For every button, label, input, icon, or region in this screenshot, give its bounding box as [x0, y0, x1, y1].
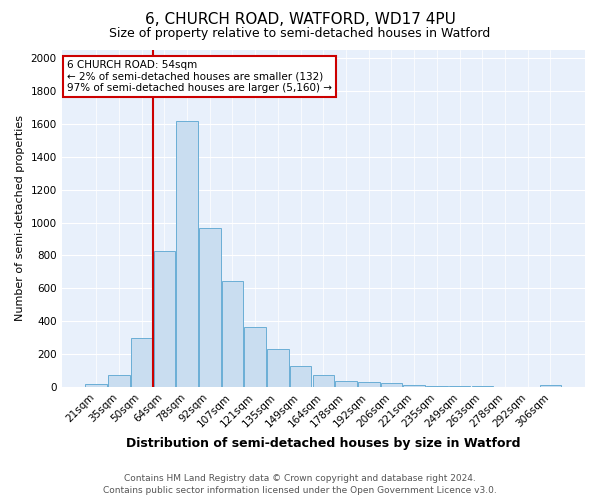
Text: Contains HM Land Registry data © Crown copyright and database right 2024.
Contai: Contains HM Land Registry data © Crown c…: [103, 474, 497, 495]
Bar: [131, 338, 152, 387]
Bar: [244, 327, 266, 387]
Bar: [426, 386, 448, 387]
Bar: [358, 382, 380, 387]
Text: Size of property relative to semi-detached houses in Watford: Size of property relative to semi-detach…: [109, 28, 491, 40]
Bar: [108, 374, 130, 387]
Bar: [222, 281, 243, 387]
Bar: [380, 383, 402, 387]
Bar: [335, 381, 357, 387]
Bar: [313, 374, 334, 387]
Bar: [176, 120, 198, 387]
Bar: [154, 250, 175, 387]
Bar: [199, 228, 221, 387]
Bar: [403, 385, 425, 387]
Text: 6, CHURCH ROAD, WATFORD, WD17 4PU: 6, CHURCH ROAD, WATFORD, WD17 4PU: [145, 12, 455, 28]
Bar: [290, 366, 311, 387]
Bar: [85, 384, 107, 387]
Text: 6 CHURCH ROAD: 54sqm
← 2% of semi-detached houses are smaller (132)
97% of semi-: 6 CHURCH ROAD: 54sqm ← 2% of semi-detach…: [67, 60, 332, 94]
Bar: [267, 349, 289, 387]
Y-axis label: Number of semi-detached properties: Number of semi-detached properties: [15, 116, 25, 322]
Bar: [449, 386, 470, 387]
X-axis label: Distribution of semi-detached houses by size in Watford: Distribution of semi-detached houses by …: [126, 437, 521, 450]
Bar: [539, 385, 561, 387]
